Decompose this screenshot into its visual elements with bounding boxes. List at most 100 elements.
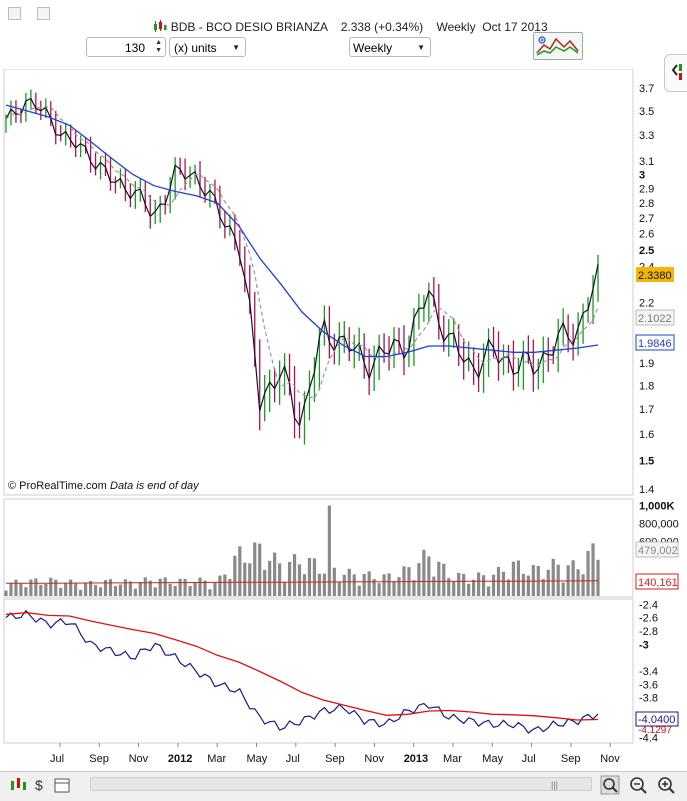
volume-bar	[541, 579, 545, 596]
volume-bar	[591, 543, 595, 596]
volume-bar	[581, 574, 585, 596]
volume-bar	[263, 569, 267, 596]
volume-bar	[59, 587, 63, 596]
x-axis-label: Jul	[50, 753, 64, 765]
volume-bar	[531, 565, 535, 596]
zoom-out-icon[interactable]	[628, 775, 648, 795]
volume-bar	[143, 577, 147, 596]
volume-bar	[516, 560, 521, 596]
indicator-axis-label: -2.8	[639, 626, 658, 638]
volume-bar	[208, 589, 212, 596]
zoom-in-icon[interactable]	[656, 775, 676, 795]
volume-bar	[287, 561, 292, 596]
dollar-icon[interactable]: $	[32, 775, 52, 795]
price-axis-label: 3.3	[639, 130, 654, 142]
price-axis-label: 1.5	[639, 456, 654, 468]
volume-bar	[357, 585, 361, 596]
price-axis-label: 2.7	[639, 213, 654, 225]
period-select[interactable]: Weekly ▼	[349, 37, 431, 57]
units-count-input[interactable]: 130 ▲ ▼	[86, 37, 166, 57]
volume-bar	[88, 580, 93, 596]
chart-area[interactable]: 3.73.53.33.132.92.82.72.62.52.42.22.11.9…	[0, 69, 687, 771]
volume-bar	[273, 552, 277, 596]
volume-bar	[128, 581, 132, 596]
volume-bar	[44, 584, 48, 596]
volume-bar	[39, 584, 43, 596]
period-select-label: Weekly	[353, 41, 393, 55]
volume-bar	[243, 562, 247, 596]
indicator-badge	[635, 711, 679, 727]
volume-bar	[392, 581, 396, 596]
price-axis-label: 3.5	[639, 106, 654, 118]
signal-value: -4.1297	[638, 725, 672, 736]
volume-bar	[467, 583, 471, 596]
volume-bar	[248, 563, 252, 596]
ma-fast-badge	[635, 309, 675, 326]
ma-slow-line	[5, 104, 599, 358]
x-axis-label: Mar	[443, 753, 462, 765]
indicators-button[interactable]	[533, 32, 583, 60]
indicator-axis-label: -3.4	[639, 666, 658, 678]
calendar-icon[interactable]	[52, 775, 72, 795]
credit-text: © ProRealTime.com	[8, 480, 107, 492]
close-window-button[interactable]	[8, 7, 21, 20]
chart-type-icon[interactable]	[8, 775, 28, 795]
volume-bar	[34, 578, 38, 596]
scroll-thumb[interactable]	[91, 780, 589, 788]
volume-bar	[69, 579, 73, 596]
volume-bar	[163, 577, 167, 596]
price-axis-label: 3.7	[639, 83, 654, 95]
price-axis-label: 1.8	[639, 380, 654, 392]
volume-bar	[133, 588, 137, 596]
indicator-line	[5, 609, 599, 734]
volume-bar	[501, 571, 506, 596]
volume-bar	[511, 561, 516, 596]
volume-bar	[491, 574, 496, 596]
volume-bar	[317, 573, 322, 596]
title-bar: BDB - BCO DESIO BRIANZA 2.338 (+0.34%) W…	[0, 0, 687, 34]
ma-fast-line	[5, 106, 599, 399]
units-select-label: (x) units	[174, 41, 217, 55]
volume-bar	[98, 587, 103, 596]
price-axis-label: 2.6	[639, 229, 654, 241]
volume-bar	[462, 573, 466, 596]
stepper-icon[interactable]: ▲ ▼	[155, 39, 162, 54]
indicator-panel[interactable]	[3, 598, 634, 744]
side-panel-tab[interactable]	[664, 54, 687, 92]
x-axis-label: Nov	[600, 753, 620, 765]
x-axis-label: Nov	[364, 753, 384, 765]
volume-bar	[203, 580, 207, 596]
indicator-axis-label: -4.4	[639, 733, 658, 745]
time-scrollbar[interactable]: |||	[90, 777, 592, 791]
volume-bar	[397, 577, 401, 596]
volume-bar	[9, 582, 13, 596]
units-select[interactable]: (x) units ▼	[169, 37, 246, 57]
volume-bar	[83, 582, 88, 596]
volume-bar	[571, 560, 575, 596]
volume-bar	[442, 563, 446, 596]
x-axis-label: May	[482, 753, 503, 765]
zoom-box-icon[interactable]	[600, 775, 620, 795]
volume-bar	[422, 549, 426, 596]
x-axis-label: May	[247, 753, 268, 765]
volume-bar	[113, 586, 118, 596]
price-panel[interactable]	[3, 69, 634, 496]
volume-bar	[576, 569, 580, 596]
volume-bar	[307, 558, 312, 596]
x-axis-label: Sep	[325, 753, 345, 765]
volume-bar	[477, 572, 481, 596]
volume-bars	[4, 505, 600, 596]
volume-axis-label: 1,000K	[639, 501, 675, 513]
x-axis-label: 2012	[168, 753, 192, 765]
volume-bar	[198, 577, 202, 596]
svg-text:$: $	[35, 777, 43, 793]
volume-bar	[183, 578, 187, 596]
volume-panel[interactable]	[3, 498, 634, 598]
volume-bar	[457, 572, 461, 596]
volume-bar	[337, 582, 341, 596]
indicator-axis-label: -3.6	[639, 679, 658, 691]
volume-bar	[481, 575, 486, 596]
volume-bar	[297, 564, 302, 596]
maximize-window-button[interactable]	[37, 7, 50, 20]
volume-bar	[526, 575, 530, 596]
